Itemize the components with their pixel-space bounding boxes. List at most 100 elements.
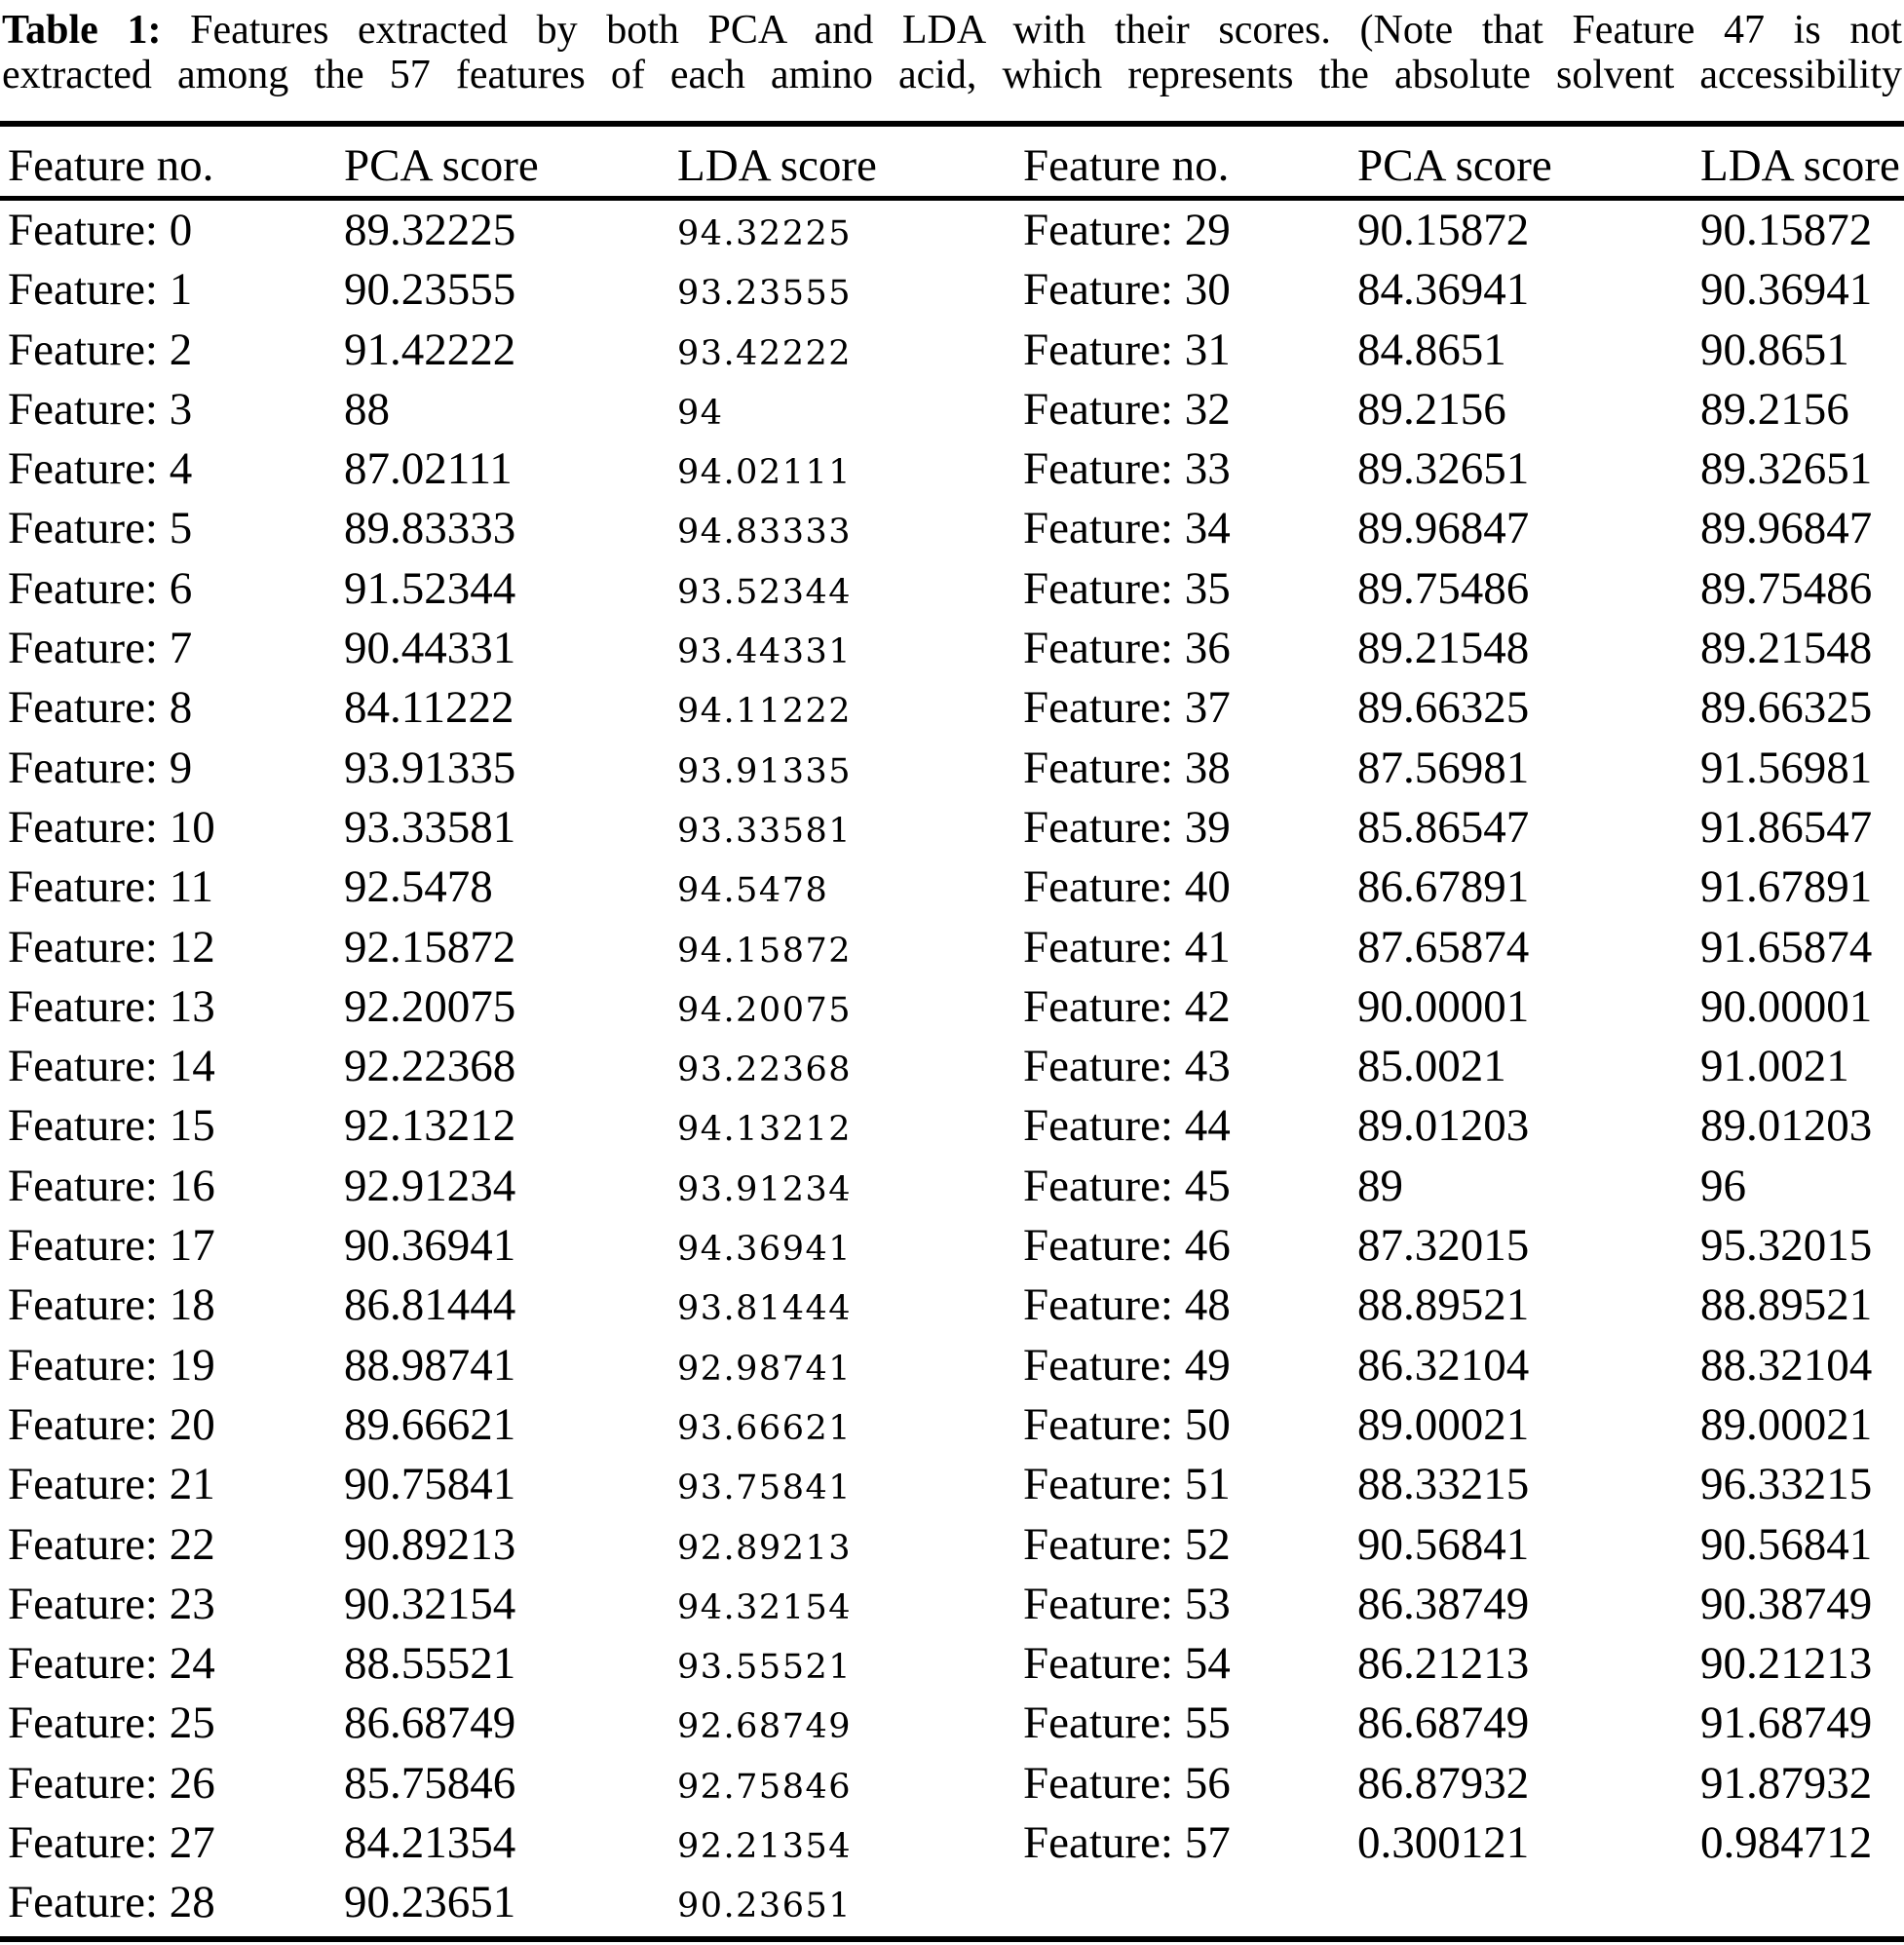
table-row: Feature: 15 92.13212 94.13212 Feature: 44 89… [0,1096,1904,1156]
lda-score-cell: 93.75841 [677,1468,853,1508]
feature-no-cell: Feature: 46 [1023,1220,1231,1272]
feature-no-cell: Feature: 19 [8,1339,215,1391]
lda-score-cell: 96 [1700,1160,1746,1211]
pca-score-cell: 87.56981 [1357,742,1530,793]
header-pca-score-right: PCA score [1357,140,1552,191]
lda-score-cell: 89.66325 [1700,682,1873,734]
table-row: Feature: 1 90.23555 93.23555 Feature: 30 84.… [0,260,1904,320]
table-row: Feature: 6 91.52344 93.52344 Feature: 35 89.… [0,559,1904,619]
pca-score-cell: 86.81444 [344,1279,516,1331]
feature-no-cell: Feature: 52 [1023,1518,1231,1570]
lda-score-cell: 90.00001 [1700,980,1873,1032]
lda-score-cell: 94.32225 [677,214,853,253]
lda-score-cell: 91.67891 [1700,861,1873,913]
feature-no-cell: Feature: 55 [1023,1697,1231,1749]
header-lda-score-left: LDA score [677,140,877,191]
header-pca-score-left: PCA score [344,140,539,191]
feature-no-cell: Feature: 14 [8,1041,215,1092]
lda-score-cell: 93.91335 [677,751,853,791]
pca-score-cell: 92.15872 [344,921,516,972]
lda-score-cell: 89.75486 [1700,562,1873,614]
pca-score-cell: 85.86547 [1357,801,1530,853]
lda-score-cell: 93.44331 [677,632,853,672]
table-row: Feature: 3 88 94 Feature: 32 89.2156 89.2156 [0,380,1904,439]
table-header-rule [0,196,1904,201]
pca-score-cell: 89.00021 [1357,1398,1530,1450]
table-row: Feature: 17 90.36941 94.36941 Feature: 46 87… [0,1216,1904,1276]
lda-score-cell: 94.13212 [677,1110,853,1150]
lda-score-cell: 90.23651 [677,1887,853,1926]
feature-no-cell: Feature: 1 [8,264,193,316]
lda-score-cell: 94.20075 [677,990,853,1030]
pca-score-cell: 86.67891 [1357,861,1530,913]
feature-no-cell: Feature: 33 [1023,443,1231,495]
lda-score-cell: 92.75846 [677,1767,853,1807]
feature-no-cell: Feature: 0 [8,205,193,255]
feature-no-cell: Feature: 5 [8,503,193,554]
pca-score-cell: 92.5478 [344,861,493,913]
lda-score-cell: 92.68749 [677,1707,853,1747]
lda-score-cell: 93.22368 [677,1050,853,1090]
pca-score-cell: 87.65874 [1357,921,1530,972]
feature-no-cell: Feature: 45 [1023,1160,1231,1211]
feature-no-cell: Feature: 20 [8,1398,215,1450]
lda-score-cell: 89.32651 [1700,443,1873,495]
pca-score-cell: 86.68749 [344,1697,516,1749]
pca-score-cell: 84.36941 [1357,264,1530,316]
table-row: Feature: 13 92.20075 94.20075 Feature: 42 90… [0,977,1904,1037]
feature-no-cell: Feature: 57 [1023,1817,1231,1869]
lda-score-cell: 96.33215 [1700,1459,1873,1510]
lda-score-cell: 94.5478 [677,871,829,911]
feature-no-cell: Feature: 7 [8,623,193,674]
table-bottom-rule [0,1935,1904,1942]
feature-no-cell: Feature: 32 [1023,383,1231,435]
pca-score-cell: 90.32154 [344,1578,516,1629]
pca-score-cell: 87.02111 [344,443,513,495]
pca-score-cell: 89.96847 [1357,503,1530,554]
feature-no-cell: Feature: 15 [8,1100,215,1152]
pca-score-cell: 89.83333 [344,503,516,554]
pca-score-cell: 93.33581 [344,801,516,853]
feature-no-cell: Feature: 53 [1023,1578,1231,1629]
caption-line-1: Table 1: Features extracted by both PCA … [2,8,1902,53]
pca-score-cell: 91.42222 [344,324,516,375]
pca-score-cell: 89.66621 [344,1398,516,1450]
table-row: Feature: 21 90.75841 93.75841 Feature: 51 88… [0,1455,1904,1514]
feature-no-cell: Feature: 38 [1023,742,1231,793]
pca-score-cell: 92.20075 [344,980,516,1032]
header-feature-no-right: Feature no. [1023,140,1230,191]
table-row: Feature: 12 92.15872 94.15872 Feature: 41 87… [0,918,1904,977]
lda-score-cell: 89.2156 [1700,383,1849,435]
feature-no-cell: Feature: 30 [1023,264,1231,316]
pca-score-cell: 89.2156 [1357,383,1506,435]
table-row: Feature: 27 84.21354 92.21354 Feature: 57 0.… [0,1813,1904,1873]
pca-score-cell: 84.11222 [344,682,514,734]
feature-no-cell: Feature: 31 [1023,324,1231,375]
pca-score-cell: 85.75846 [344,1757,516,1809]
lda-score-cell: 93.52344 [677,572,853,612]
table-row: Feature: 7 90.44331 93.44331 Feature: 36 89.… [0,619,1904,678]
pca-score-cell: 89.66325 [1357,682,1530,734]
feature-no-cell: Feature: 48 [1023,1279,1231,1331]
lda-score-cell: 94 [677,393,724,433]
pca-score-cell: 92.13212 [344,1100,516,1152]
lda-score-cell: 92.98741 [677,1349,853,1389]
pca-score-cell: 90.36941 [344,1220,516,1272]
lda-score-cell: 93.55521 [677,1648,853,1688]
pca-score-cell: 88 [344,383,390,435]
pca-score-cell: 90.75841 [344,1459,516,1510]
lda-score-cell: 95.32015 [1700,1220,1873,1272]
table-row: Feature: 14 92.22368 93.22368 Feature: 43 85… [0,1037,1904,1096]
lda-score-cell: 93.66621 [677,1408,853,1448]
pca-score-cell: 88.33215 [1357,1459,1530,1510]
pca-score-cell: 90.00001 [1357,980,1530,1032]
feature-no-cell: Feature: 18 [8,1279,215,1331]
feature-no-cell: Feature: 51 [1023,1459,1231,1510]
feature-no-cell: Feature: 27 [8,1817,215,1869]
lda-score-cell: 91.65874 [1700,921,1873,972]
feature-no-cell: Feature: 28 [8,1877,215,1928]
table-row: Feature: 9 93.91335 93.91335 Feature: 38 87.… [0,739,1904,798]
table-row: Feature: 20 89.66621 93.66621 Feature: 50 89… [0,1395,1904,1455]
lda-score-cell: 94.15872 [677,931,853,971]
pca-score-cell: 87.32015 [1357,1220,1530,1272]
